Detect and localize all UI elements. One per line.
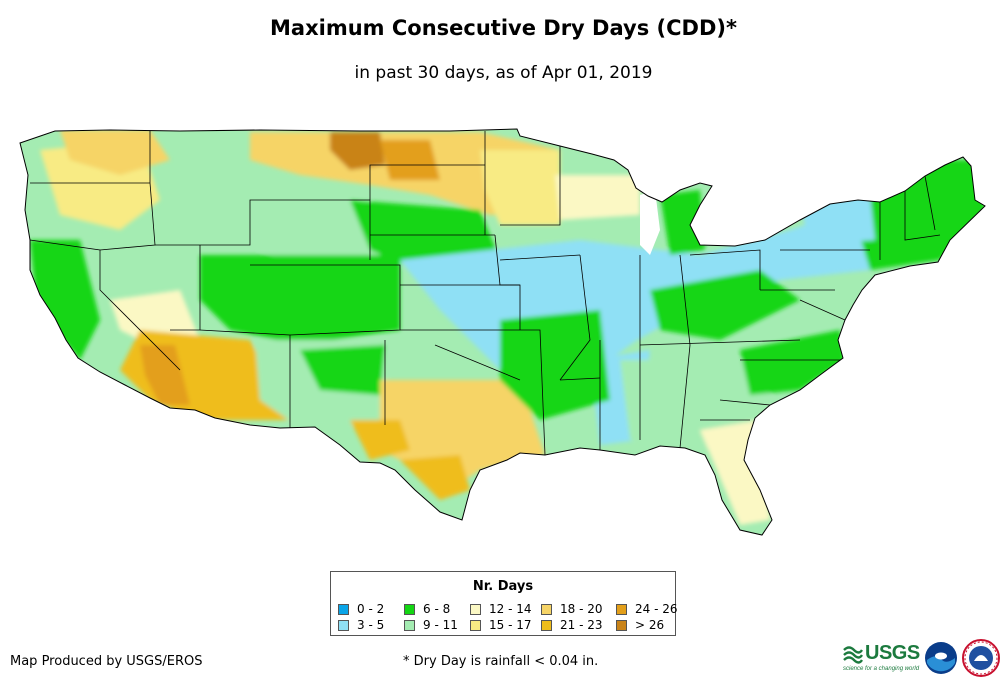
map-subtitle: in past 30 days, as of Apr 01, 2019 bbox=[354, 63, 653, 83]
zone-carolinas bbox=[740, 330, 845, 395]
legend-box: Nr. Days 0 - 2 3 - 5 6 - 8 9 - 11 12 - 14 15 … bbox=[330, 571, 678, 636]
legend-item: 15 - 17 bbox=[470, 618, 532, 632]
legend-swatch bbox=[470, 619, 481, 631]
zone-west-texas bbox=[350, 420, 410, 460]
zone-wisconsin bbox=[555, 175, 640, 220]
zone-northeast bbox=[855, 160, 985, 270]
legend-item: 0 - 2 bbox=[338, 602, 384, 616]
usgs-tagline: science for a changing world bbox=[843, 666, 920, 672]
legend-label: 18 - 20 bbox=[560, 602, 603, 616]
legend-swatch bbox=[470, 603, 481, 615]
dry-day-footnote: * Dry Day is rainfall < 0.04 in. bbox=[403, 654, 599, 669]
legend-label: > 26 bbox=[635, 618, 665, 632]
map-credit: Map Produced by USGS/EROS bbox=[10, 654, 203, 669]
zone-florida bbox=[700, 420, 770, 525]
lake-michigan bbox=[640, 190, 660, 255]
us-outline bbox=[19, 128, 986, 536]
zone-colorado bbox=[200, 255, 400, 345]
zone-michigan bbox=[660, 190, 705, 255]
usgs-wave-icon bbox=[843, 646, 863, 664]
legend-swatch bbox=[338, 603, 349, 615]
zone-northwest-2 bbox=[60, 130, 170, 175]
legend-swatch bbox=[541, 619, 552, 631]
legend-label: 6 - 8 bbox=[423, 602, 451, 616]
legend-swatch bbox=[338, 619, 349, 631]
legend-label: 12 - 14 bbox=[489, 602, 532, 616]
legend-label: 21 - 23 bbox=[560, 618, 603, 632]
legend-label: 0 - 2 bbox=[357, 602, 385, 616]
legend-label: 3 - 5 bbox=[357, 618, 385, 632]
usgs-logo-icon: USGS science for a changing world bbox=[843, 642, 920, 674]
legend-label: 15 - 17 bbox=[489, 618, 532, 632]
legend-item: 18 - 20 bbox=[541, 602, 603, 616]
zone-montana-dry2 bbox=[380, 140, 440, 180]
zone-nm-green bbox=[300, 345, 385, 395]
state-borders bbox=[29, 131, 941, 456]
legend-item: > 26 bbox=[616, 618, 664, 632]
zone-california-north bbox=[30, 240, 100, 360]
zone-minnesota bbox=[480, 150, 560, 225]
nws-logo-icon bbox=[962, 639, 1000, 677]
zone-ozarks bbox=[500, 310, 610, 420]
legend-swatch bbox=[616, 619, 627, 631]
legend-swatch bbox=[541, 603, 552, 615]
zone-wyoming bbox=[250, 200, 380, 265]
legend-item: 3 - 5 bbox=[338, 618, 384, 632]
legend-swatch bbox=[616, 603, 627, 615]
legend-item: 6 - 8 bbox=[404, 602, 450, 616]
legend-swatch bbox=[404, 619, 415, 631]
zone-sw-desert bbox=[140, 345, 190, 405]
legend-item: 24 - 26 bbox=[616, 602, 678, 616]
legend-label: 9 - 11 bbox=[423, 618, 458, 632]
usgs-logo-text: USGS bbox=[865, 642, 920, 664]
legend-item: 9 - 11 bbox=[404, 618, 458, 632]
map-title: Maximum Consecutive Dry Days (CDD)* bbox=[270, 16, 737, 40]
legend-label: 24 - 26 bbox=[635, 602, 678, 616]
noaa-logo-icon bbox=[925, 642, 957, 674]
zone-montana-dry bbox=[330, 132, 385, 170]
us-cdd-map bbox=[19, 128, 986, 536]
legend-item: 21 - 23 bbox=[541, 618, 603, 632]
zone-south-texas bbox=[400, 455, 470, 500]
legend-item: 12 - 14 bbox=[470, 602, 532, 616]
legend-swatch bbox=[404, 603, 415, 615]
legend-title: Nr. Days bbox=[472, 579, 534, 594]
